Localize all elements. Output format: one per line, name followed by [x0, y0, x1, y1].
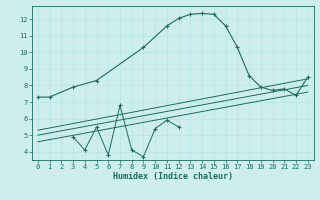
X-axis label: Humidex (Indice chaleur): Humidex (Indice chaleur) [113, 172, 233, 181]
